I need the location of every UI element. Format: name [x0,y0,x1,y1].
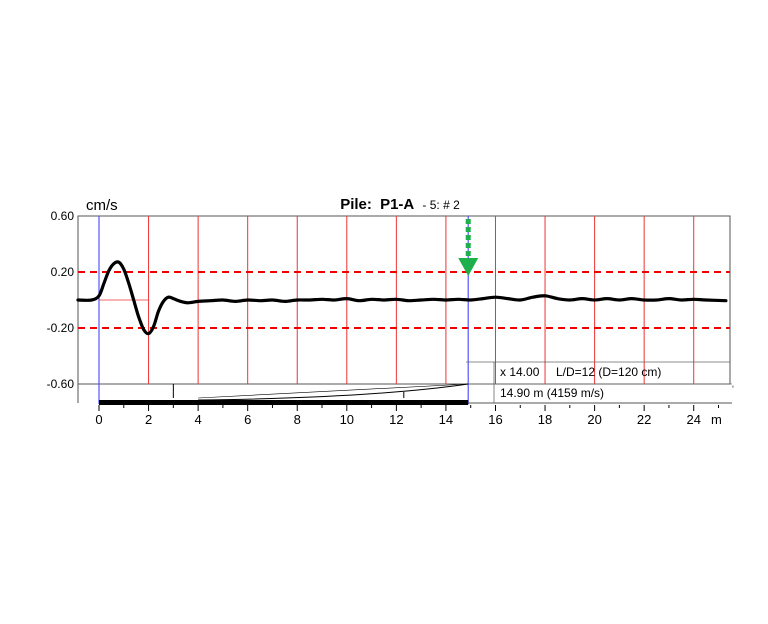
x-tick-label: 14 [439,412,453,427]
y-tick-label: 0.20 [51,265,75,279]
annotation-amplification: x 14.00 [500,365,540,379]
x-tick-label: 18 [538,412,552,427]
y-unit-label: cm/s [86,197,118,214]
x-tick-label: 0 [95,412,102,427]
x-tick-label: 12 [389,412,403,427]
labels-layer: 0.600.20-0.20-0.600 2 4 6 8 10 12 14 16 18 20 22 24 [47,209,701,427]
annotation-pile-length: 14.90 m (4159 m/s) [500,386,604,400]
y-tick-label: 0.60 [51,209,75,223]
chart-title-prefix: Pile: [340,196,372,213]
velocity-signal-line [76,260,728,336]
chart-title-suffix: - 5: # 2 [422,198,460,212]
schematic-profile-line [198,383,469,399]
x-tick-label: 24 [686,412,700,427]
y-tick-label: -0.60 [47,377,75,391]
axis-end-mark: ‘ [732,384,734,394]
x-tick-label: 10 [340,412,354,427]
x-tick-label: 8 [294,412,301,427]
chart-title: Pile: P1-A - 5: # 2 [340,196,460,213]
x-tick-label: 6 [244,412,251,427]
x-tick-label: 16 [488,412,502,427]
x-unit-label: m [711,412,722,427]
pile-schematic-layer: ‘ [77,361,734,411]
pile-length-bar [99,400,469,405]
toe-arrow-icon [458,258,479,276]
x-tick-label: 20 [587,412,601,427]
y-tick-label: -0.20 [47,321,75,335]
x-tick-label: 22 [637,412,651,427]
schematic-profile-curve [198,383,469,401]
annotation-ld-ratio: L/D=12 (D=120 cm) [556,365,661,379]
lines-layer [76,219,728,336]
x-tick-label: 2 [145,412,152,427]
chart-title-pile-name: P1-A [380,196,414,213]
x-tick-label: 4 [195,412,202,427]
